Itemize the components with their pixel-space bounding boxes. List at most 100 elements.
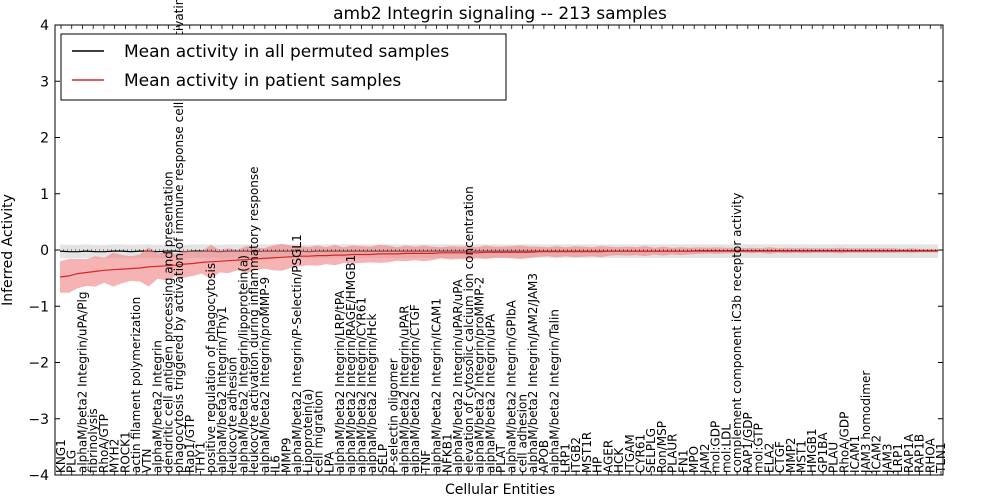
x-tick-label: JAM2 [698, 443, 712, 474]
x-tick-label: RHOA [923, 437, 937, 473]
y-tick-label: 2 [40, 131, 49, 147]
x-tick-label: phagocytosis triggered by activation of … [172, 0, 186, 473]
x-tick-label: alphaM/beta2 Integrin/P-Selectin/PSGL1 [290, 234, 304, 473]
x-tick-label: GP1BA [816, 432, 830, 473]
x-tick-label: MYH2 [108, 439, 122, 473]
y-tick-label: 3 [40, 74, 49, 90]
x-tick-label: JAM3 homodimer [859, 371, 873, 474]
x-tick-label: alphaM/beta2 Integrin [151, 340, 165, 473]
x-tick-label: HCK [612, 447, 626, 473]
x-tick-label: HMGB1 [805, 428, 819, 473]
x-tick-label: alphaM/beta2 Integrin/uPAR/uPA [451, 278, 465, 473]
x-tick-label: SELPLG [644, 428, 658, 473]
x-tick-label: alphaM/beta2 Integrin/CTGF [408, 304, 422, 473]
x-tick-label: alphaM/beta2 Integrin/proMMP-9 [258, 277, 272, 473]
series-band-1 [60, 243, 938, 293]
x-tick-label: VTN [140, 448, 154, 473]
x-tick-label: alphaM/beta2 Integrin/lipoprotein(a) [236, 255, 250, 473]
x-tick-label: Lipoprotein(a) [301, 389, 315, 473]
x-tick-label: mol:LDL [719, 424, 733, 473]
x-tick-label: TNF [419, 450, 433, 474]
x-tick-label: mol:GDP [709, 421, 723, 473]
series-line-1 [59, 250, 938, 278]
x-tick-label: leukocyte adhesion [226, 357, 240, 473]
y-tick-label: 0 [40, 243, 49, 259]
x-tick-label: TLN1 [934, 442, 948, 474]
x-tick-label: NFKB1 [440, 433, 454, 473]
x-tick-label: ELA2 [762, 443, 776, 473]
x-tick-label: ICAM2 [870, 435, 884, 473]
legend-label: Mean activity in all permuted samples [124, 42, 449, 62]
x-tick-label: ROCK1 [118, 431, 132, 473]
x-tick-label: MPO [687, 446, 701, 473]
x-tick-label: SELP [376, 444, 390, 473]
y-tick-label: −3 [28, 412, 49, 428]
y-tick-label: −1 [28, 299, 49, 315]
x-tick-label: RAP1B [913, 434, 927, 473]
x-tick-label: LPA [322, 451, 336, 473]
x-tick-label: alphaM/beta2 Integrin/Talin [548, 309, 562, 473]
x-tick-label: cell adhesion [515, 394, 529, 473]
x-tick-label: AGER [601, 440, 615, 473]
x-tick-label: RAP1A [902, 433, 916, 473]
x-tick-label: alphaM/beta2 Integrin/uPA/Plg [75, 292, 89, 473]
x-tick-label: PLAT [494, 444, 508, 473]
x-tick-label: THY1 [194, 442, 208, 474]
x-tick-label: IL6 [269, 455, 283, 473]
legend-box [60, 33, 507, 101]
x-tick-label: cell migration [312, 391, 326, 473]
y-tick-label: −2 [28, 356, 49, 372]
x-tick-label: leukocyte activation during inflammatory… [247, 166, 261, 473]
x-tick-label: alphaM/beta2 Integrin/LRP/tPA [333, 290, 347, 473]
x-tick-label: KNG1 [54, 439, 68, 473]
x-tick-label: dendritic cell antigen processing and pr… [161, 171, 175, 473]
x-tick-label: ICAM1 [848, 435, 862, 473]
x-tick-label: alphaM/beta2 Integrin/JAM2/JAM3 [526, 273, 540, 473]
x-tick-label: HP [591, 457, 605, 473]
x-tick-label: PLAUR [666, 433, 680, 473]
x-tick-label: alphaM/beta2 Integrin/CYR61 [354, 297, 368, 473]
x-tick-label: alphaM/beta2 Integrin/ICAM1 [430, 298, 444, 473]
x-tick-label: alphaM/beta2 Integrin/RAGE/HMGB1 [344, 255, 358, 473]
x-tick-label: MMP9 [279, 437, 293, 473]
x-tick-label: LRP1 [891, 443, 905, 473]
x-tick-label: fibrinolysis [86, 408, 100, 473]
x-tick-label: PLAU [827, 442, 841, 473]
x-tick-label: APOB [537, 440, 551, 473]
x-tick-label: RAP1/GDP [741, 412, 755, 473]
chart-title: amb2 Integrin signaling -- 213 samples [333, 4, 667, 24]
x-axis-label: Cellular Entities [445, 482, 555, 498]
x-tick-label: Rap1/GTP [183, 415, 197, 473]
x-tick-label: RhoA/GTP [97, 414, 111, 473]
x-tick-label: RhoA/GDP [837, 412, 851, 473]
x-tick-label: alphaM/beta2 Integrin/Hck [365, 313, 379, 473]
x-tick-label: FN1 [676, 449, 690, 473]
x-tick-label: P-selectin oligomer [387, 358, 401, 473]
x-tick-label: CYR61 [634, 434, 648, 473]
x-tick-label: MST1R [580, 432, 594, 473]
x-tick-label: PLG [65, 450, 79, 473]
x-tick-label: complement component iC3b receptor activ… [730, 193, 744, 473]
x-tick-label: mol:GTP [752, 423, 766, 473]
x-tick-label: Ron/MSP [655, 421, 669, 473]
y-tick-label: −4 [28, 468, 49, 484]
legend-label: Mean activity in patient samples [124, 71, 401, 91]
x-tick-label: LRP1 [558, 443, 572, 473]
x-tick-label: MST1 [794, 440, 808, 473]
x-tick-label: actin filament polymerization [129, 297, 143, 473]
x-tick-label: ITGAM [623, 434, 637, 473]
x-tick-label: alphaM/beta2 Integrin/Thy1 [215, 306, 229, 473]
y-axis-label: Inferred Activity [0, 194, 16, 306]
x-tick-label: MMP2 [784, 437, 798, 473]
y-tick-label: 1 [40, 187, 49, 203]
x-tick-label: alphaM/beta2 Integrin/uPA [483, 313, 497, 473]
x-tick-label: CTGF [773, 441, 787, 473]
x-tick-label: elevation of cytosolic calcium ion conce… [462, 186, 476, 473]
x-tick-label: JAM3 [880, 443, 894, 474]
x-tick-label: alphaM/beta2 Integrin/GPIbA [505, 299, 519, 473]
x-tick-label: ITGB2 [569, 437, 583, 473]
legend: Mean activity in all permuted samples Mea… [60, 33, 507, 101]
x-tick-label: positive regulation of phagocytosis [204, 263, 218, 473]
